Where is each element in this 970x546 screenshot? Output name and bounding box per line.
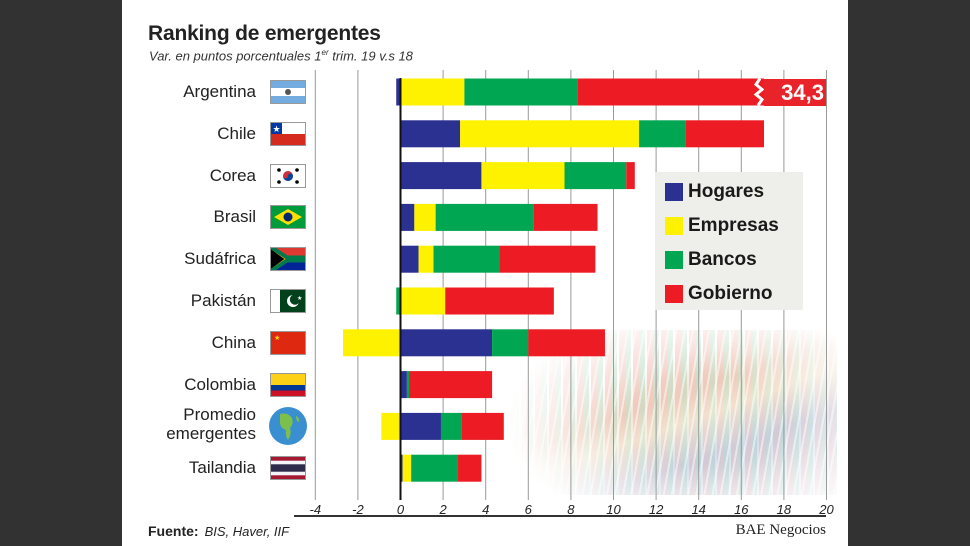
- bar-segment-gobierno: [577, 78, 764, 106]
- chart-title: Ranking de emergentes: [148, 22, 381, 45]
- chart-subtitle: Var. en puntos porcentuales 1er trim. 19…: [149, 48, 413, 64]
- legend-item-empresas: Empresas: [665, 214, 779, 238]
- argentina-flag-icon: [270, 80, 306, 104]
- bar-segment-empresas: [418, 245, 434, 273]
- legend-item-hogares: Hogares: [665, 180, 764, 204]
- y-category-label: Sudáfrica: [184, 249, 256, 269]
- bar-segment-bancos: [435, 203, 534, 231]
- x-tick-label: 12: [649, 502, 664, 517]
- bar-segment-hogares: [400, 162, 482, 190]
- x-tick-label: -4: [310, 502, 322, 517]
- bar-segment-hogares: [400, 371, 407, 399]
- y-category-label: Tailandia: [188, 458, 256, 478]
- bar-segment-hogares: [400, 454, 403, 482]
- bar-segment-bancos: [440, 412, 462, 440]
- bar-segment-empresas: [414, 203, 436, 231]
- legend-label: Gobierno: [688, 283, 773, 304]
- legend-swatch: [665, 217, 683, 235]
- bar-segment-gobierno: [458, 454, 482, 482]
- x-tick-label: 16: [734, 502, 749, 517]
- bar-segment-empresas: [381, 412, 401, 440]
- bar-segment-bancos: [639, 120, 686, 148]
- bar-segment-gobierno: [685, 120, 764, 148]
- legend-label: Empresas: [688, 215, 779, 236]
- y-category-label: China: [211, 332, 256, 352]
- x-tick-label: 4: [482, 502, 489, 517]
- globe-icon: [268, 406, 308, 446]
- bar-segment-bancos: [396, 287, 401, 315]
- bar-segment-empresas: [481, 162, 565, 190]
- x-tick-label: 0: [397, 502, 405, 517]
- source-label: Fuente:: [148, 523, 199, 539]
- x-tick-label: 20: [818, 502, 834, 517]
- pakistan-flag-icon: ★: [270, 289, 306, 313]
- bar-segment-gobierno: [626, 162, 635, 190]
- bar-segment-hogares: [400, 203, 415, 231]
- x-tick-label: 6: [525, 502, 533, 517]
- bar-segment-hogares: [400, 412, 441, 440]
- bar-segment-gobierno: [499, 245, 596, 273]
- legend-label: Hogares: [688, 181, 765, 202]
- background-stock-photo: [507, 330, 837, 495]
- axis-break-icon: [753, 77, 765, 107]
- bar-segment-gobierno: [445, 287, 554, 315]
- legend-swatch: [665, 251, 683, 269]
- y-category-label: Colombia: [184, 374, 256, 394]
- legend-item-gobierno: Gobierno: [665, 282, 772, 306]
- y-category-label: Argentina: [183, 82, 256, 101]
- chart-card: Ranking de emergentes Var. en puntos por…: [122, 0, 848, 546]
- bar-segment-gobierno: [409, 371, 493, 399]
- x-tick-label: 10: [606, 502, 621, 517]
- bar-segment-bancos: [492, 329, 529, 357]
- bar-segment-hogares: [400, 329, 493, 357]
- bar-segment-empresas: [400, 287, 446, 315]
- x-tick-label: 8: [567, 502, 575, 517]
- y-category-label: Promedio emergentes: [166, 405, 256, 444]
- brand-credit: BAE Negocios: [735, 522, 826, 538]
- legend-item-bancos: Bancos: [665, 248, 757, 272]
- svg-text:★: ★: [297, 295, 302, 302]
- south-africa-flag-icon: [270, 247, 306, 272]
- bar-segment-empresas: [342, 329, 401, 357]
- south-korea-flag-icon: [270, 163, 306, 188]
- china-flag-icon: ★: [270, 330, 306, 355]
- brazil-flag-icon: [270, 205, 306, 230]
- x-tick-label: 2: [438, 502, 447, 517]
- svg-text:★: ★: [274, 334, 280, 342]
- bar-segment-empresas: [402, 454, 412, 482]
- x-tick-label: 14: [691, 502, 705, 517]
- legend-label: Bancos: [688, 249, 757, 270]
- bar-segment-empresas: [400, 78, 465, 106]
- y-category-label: Corea: [209, 165, 256, 185]
- bar-segment-hogares: [396, 78, 401, 106]
- colombia-flag-icon: [270, 372, 306, 397]
- y-category-label: Chile: [217, 123, 256, 143]
- chile-flag-icon: ★: [270, 121, 306, 146]
- bar-segment-gobierno: [528, 329, 605, 357]
- bar-segment-gobierno: [461, 412, 504, 440]
- x-tick-label: 18: [777, 502, 792, 517]
- source-text: BIS, Haver, IIF: [204, 524, 290, 539]
- x-tick-label: -2: [352, 502, 364, 517]
- legend-swatch: [665, 285, 683, 303]
- bar-segment-bancos: [464, 78, 578, 106]
- legend: Hogares Empresas Bancos Gobierno: [655, 172, 803, 310]
- bar-segment-bancos: [411, 454, 459, 482]
- argentina-total-annotation: 34,3: [764, 78, 826, 106]
- bar-segment-hogares: [400, 120, 461, 148]
- bar-segment-bancos: [433, 245, 500, 273]
- y-category-label: Brasil: [213, 207, 256, 227]
- chart-plot: -4 -2 0 2 4 6 8 10 12 14 16 18 20: [310, 70, 834, 517]
- svg-text:★: ★: [272, 124, 280, 134]
- bar-segment-empresas: [460, 120, 640, 148]
- legend-swatch: [665, 183, 683, 201]
- y-category-label: Pakistán: [190, 291, 256, 310]
- source-note: Fuente: BIS, Haver, IIF: [148, 523, 289, 539]
- x-axis-baseline: [294, 515, 826, 517]
- bar-segment-bancos: [406, 371, 410, 399]
- bar-segment-gobierno: [533, 203, 598, 231]
- thailand-flag-icon: [270, 456, 306, 481]
- bar-segment-bancos: [564, 162, 627, 190]
- bar-segment-hogares: [400, 245, 419, 273]
